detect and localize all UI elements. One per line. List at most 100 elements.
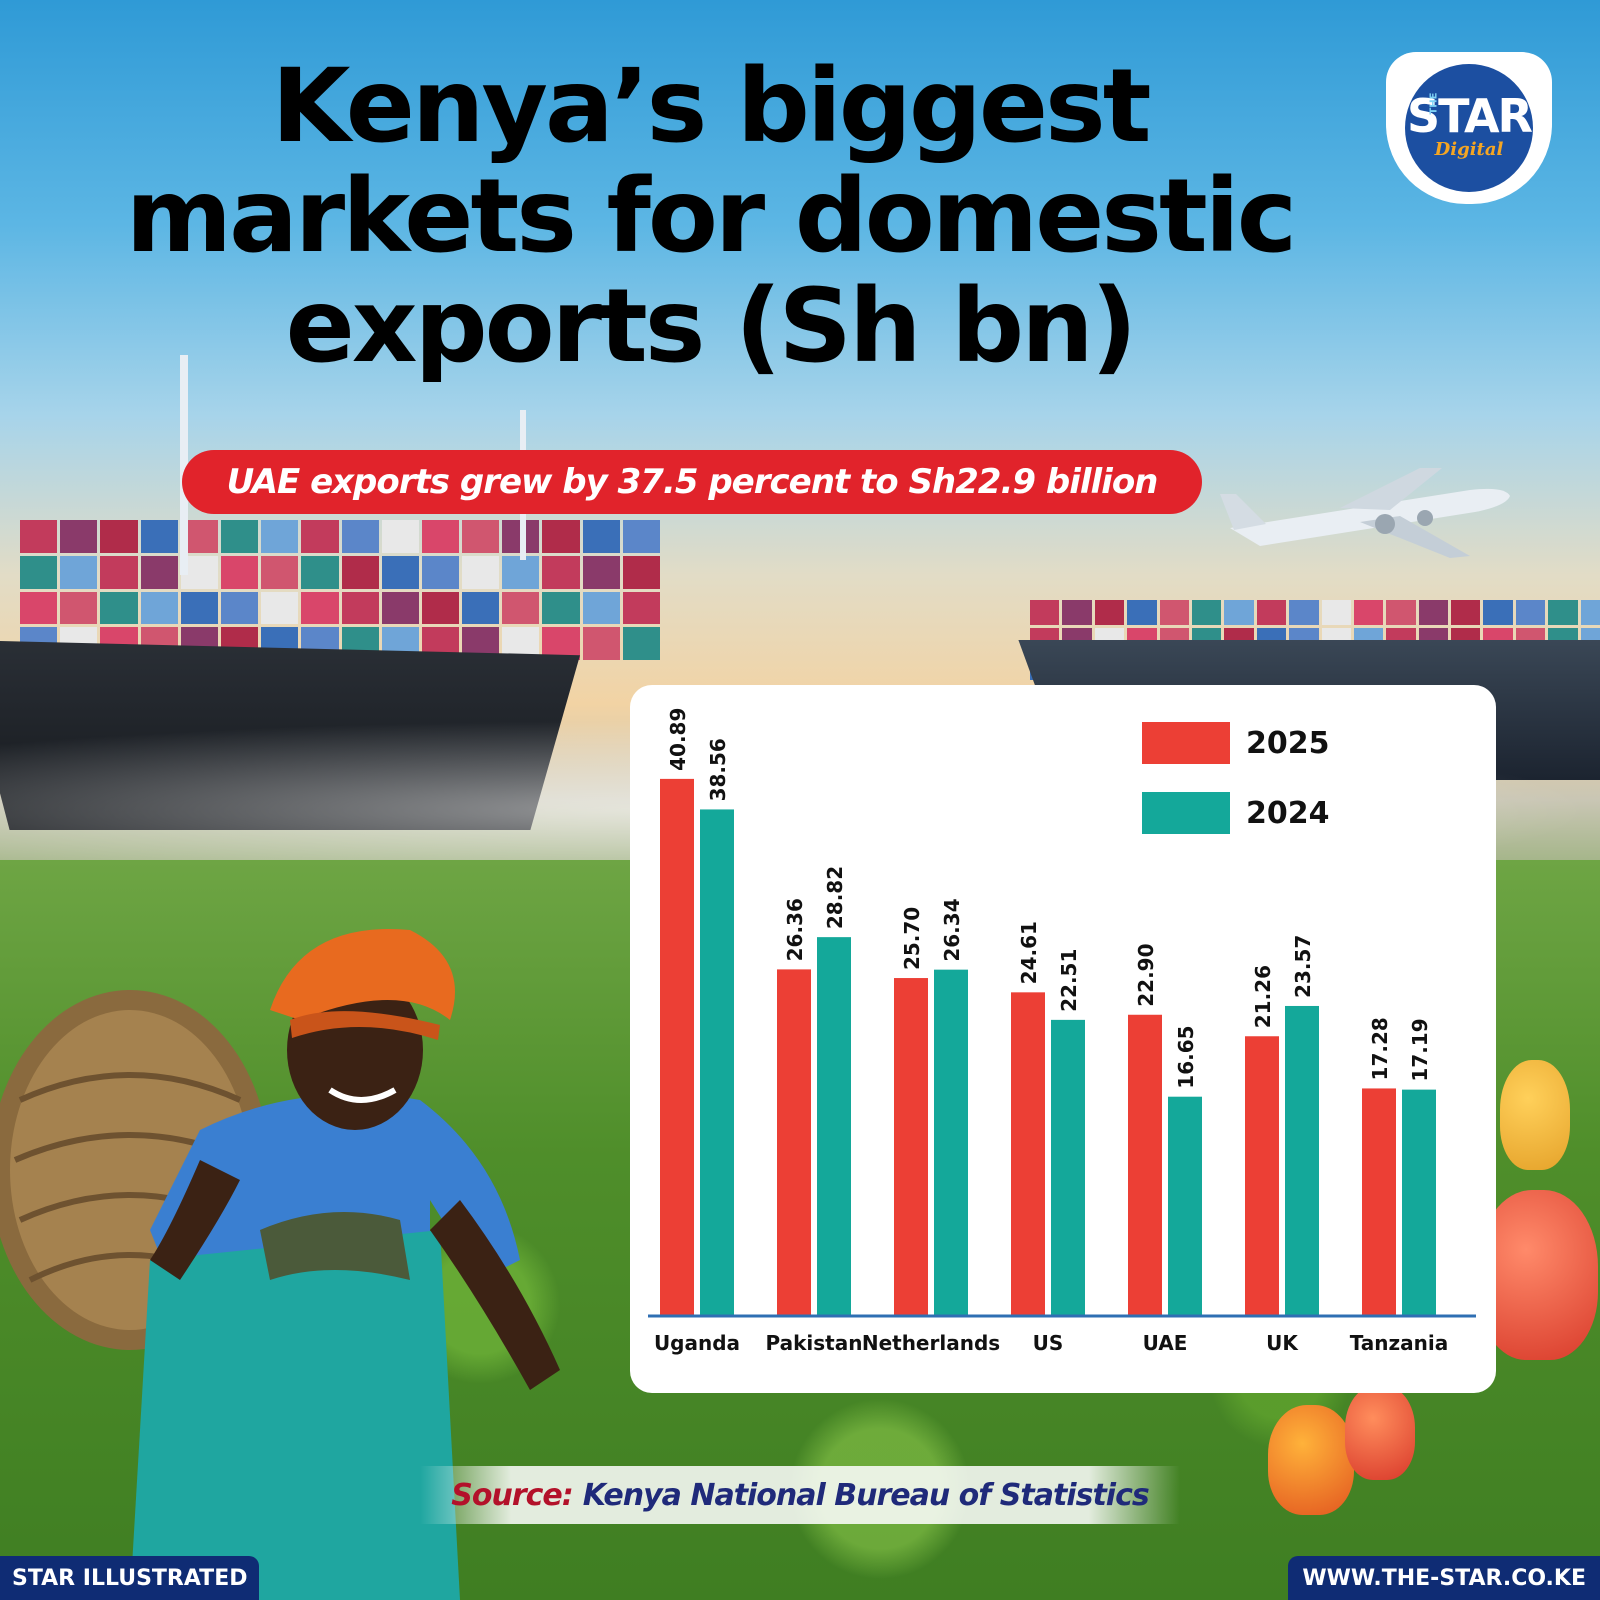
container-block [1289,600,1319,625]
container-block [421,591,460,625]
x-tick-label-uae: UAE [1143,1331,1188,1355]
container-block [341,591,379,625]
data-label-uk-2025: 21.26 [1251,965,1275,1028]
source-credit: Source: Kenya National Bureau of Statist… [420,1466,1180,1524]
x-tick-label-netherlands: Netherlands [862,1331,1000,1355]
bar-uganda-2024 [700,809,734,1315]
title-line-3: exports (Sh bn) [285,267,1138,386]
container-block [301,555,339,589]
container-block [622,520,660,553]
container-block [341,555,379,589]
data-label-uganda-2025: 40.89 [666,708,690,771]
data-label-uae-2025: 22.90 [1134,943,1158,1006]
container-block [1418,600,1449,625]
data-label-us-2025: 24.61 [1017,921,1041,984]
title-line-1: Kenya’s biggest [271,47,1152,166]
container-block [1127,600,1157,625]
container-block [1483,600,1513,625]
source-text: Kenya National Bureau of Statistics [582,1477,1150,1513]
bar-netherlands-2024 [934,969,968,1315]
chart-panel: 40.89 38.56 Uganda 26.36 28.82 Pakistan 25.70 2… [630,685,1496,1393]
container-block [421,555,460,589]
bar-uk-2024 [1285,1005,1319,1315]
x-tick-label-pakistan: Pakistan [766,1331,863,1355]
data-label-pakistan-2025: 26.36 [783,898,807,961]
data-label-netherlands-2025: 25.70 [900,907,924,970]
container-block [1159,600,1189,625]
bar-pakistan-2025 [777,969,811,1315]
logo-star-text: STAR [1407,89,1533,143]
subtitle-banner: UAE exports grew by 37.5 percent to Sh22… [182,450,1202,514]
container-block [582,555,620,589]
page-title: Kenya’s biggest markets for domestic exp… [60,52,1360,382]
bar-uae-2025 [1128,1014,1162,1315]
bar-us-2025 [1011,992,1045,1315]
container-block [582,591,620,625]
data-label-uk-2024: 23.57 [1291,935,1315,998]
logo-badge: THE STAR Digital [1405,64,1533,192]
data-label-tanzania-2024: 17.19 [1408,1018,1432,1081]
source-label: Source: [451,1477,573,1513]
container-block [381,555,419,589]
container-block [220,591,259,625]
container-block [140,555,178,589]
container-block [542,591,580,625]
tulip-flower [1478,1190,1598,1360]
x-tick-label-tanzania: Tanzania [1350,1331,1449,1355]
container-block [1062,600,1092,625]
x-tick-label-uganda: Uganda [654,1331,740,1355]
container-block [622,555,660,589]
container-block [60,555,98,589]
container-block [261,555,299,589]
container-block [462,555,500,589]
container-block [1224,600,1254,625]
container-block [100,555,138,589]
legend-label-2024: 2024 [1246,795,1330,831]
bar-uae-2024 [1168,1096,1202,1315]
the-star-digital-logo: THE STAR Digital [1386,52,1552,204]
container-block [20,520,58,553]
container-block [1451,600,1481,625]
container-block [502,591,540,625]
container-block [622,627,660,660]
container-block [220,555,259,589]
data-label-tanzania-2025: 17.28 [1368,1017,1392,1080]
data-label-uae-2024: 16.65 [1174,1025,1198,1088]
airplane-icon [1220,468,1510,558]
container-block [301,520,339,553]
bar-chart: 40.89 38.56 Uganda 26.36 28.82 Pakistan 25.70 2… [648,708,1476,1355]
container-block [542,555,580,589]
container-block [1548,600,1578,625]
data-label-pakistan-2024: 28.82 [823,866,847,929]
container-block [1030,600,1060,625]
ship-mast [180,355,188,575]
container-block [1515,600,1546,625]
container-block [502,555,540,589]
container-block [1580,600,1600,625]
container-block [381,591,419,625]
bar-tanzania-2024 [1402,1089,1436,1315]
logo-the-text: THE [1428,92,1440,115]
container-block [60,591,98,625]
container-block [180,591,218,625]
container-block [1321,600,1351,625]
container-block [20,555,58,589]
container-block [60,520,98,553]
container-block [220,520,259,553]
container-block [1256,600,1287,625]
legend-label-2025: 2025 [1246,725,1330,761]
bar-netherlands-2025 [894,978,928,1315]
logo-digital-text: Digital [1434,139,1504,160]
container-block [421,520,460,553]
container-block [301,591,339,625]
legend-item-2024: 2024 [1142,792,1330,834]
shipping-containers-left [20,520,660,660]
container-block [100,520,138,553]
container-block [1386,600,1416,625]
data-label-uganda-2024: 38.56 [706,738,730,801]
container-block [582,627,620,660]
container-block [622,591,660,625]
footer-website-link[interactable]: WWW.THE-STAR.CO.KE [1288,1556,1600,1600]
container-block [140,520,178,553]
bar-us-2024 [1051,1019,1085,1315]
